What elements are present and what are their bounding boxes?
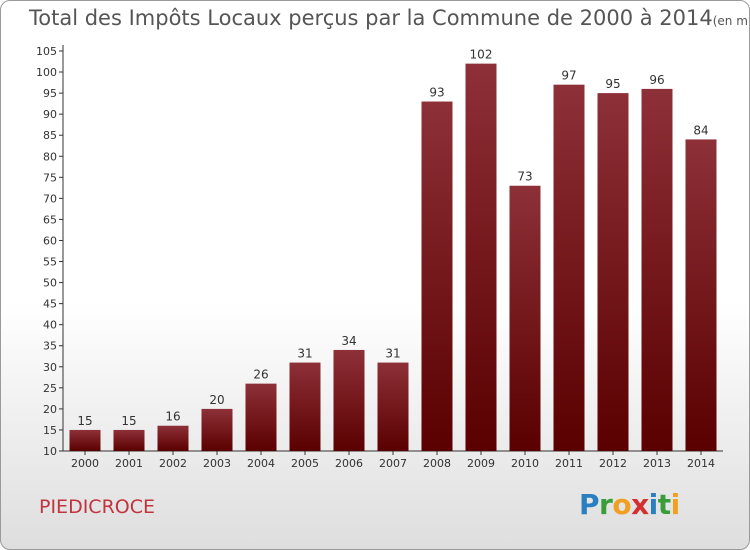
chart-title-text: Total des Impôts Locaux perçus par la Co… <box>29 6 713 30</box>
y-tick-label: 80 <box>43 150 57 163</box>
bar-value-label: 26 <box>253 368 268 382</box>
x-tick-label: 2008 <box>423 457 451 470</box>
y-tick-label: 90 <box>43 108 57 121</box>
x-tick-label: 2000 <box>71 457 99 470</box>
bar-value-label: 96 <box>649 73 664 87</box>
x-tick-label: 2005 <box>291 457 319 470</box>
x-tick-label: 2010 <box>511 457 539 470</box>
bar-value-label: 15 <box>121 414 136 428</box>
y-tick-label: 100 <box>36 66 57 79</box>
bar-value-label: 20 <box>209 393 224 407</box>
x-tick-label: 2001 <box>115 457 143 470</box>
bar <box>553 84 585 452</box>
bar <box>421 101 453 452</box>
y-tick-label: 45 <box>43 298 57 311</box>
logo-letter: t <box>657 488 671 521</box>
x-tick-label: 2002 <box>159 457 187 470</box>
y-tick-label: 35 <box>43 340 57 353</box>
y-tick-label: 10 <box>43 445 57 458</box>
y-tick-label: 95 <box>43 87 57 100</box>
bar-value-label: 15 <box>77 414 92 428</box>
bar <box>69 429 101 451</box>
bar-value-label: 34 <box>341 334 356 348</box>
y-tick-label: 15 <box>43 424 57 437</box>
commune-name: PIEDICROCE <box>39 496 155 518</box>
bar <box>333 349 365 451</box>
x-tick-label: 2009 <box>467 457 495 470</box>
y-tick-label: 65 <box>43 213 57 226</box>
logo-letter: i <box>648 488 659 521</box>
bar <box>597 93 629 452</box>
y-tick-label: 60 <box>43 234 57 247</box>
y-tick-label: 50 <box>43 277 57 290</box>
y-tick-label: 40 <box>43 319 57 332</box>
y-tick-label: 85 <box>43 129 57 142</box>
logo-letter: o <box>612 488 632 521</box>
x-tick-label: 2012 <box>599 457 627 470</box>
y-tick-label: 25 <box>43 382 57 395</box>
chart-title: Total des Impôts Locaux perçus par la Co… <box>29 6 750 30</box>
y-tick-label: 75 <box>43 171 57 184</box>
bar-value-label: 16 <box>165 410 180 424</box>
logo-letter: x <box>631 488 649 521</box>
x-tick-label: 2004 <box>247 457 275 470</box>
bar <box>157 425 189 451</box>
bar-value-label: 73 <box>517 170 532 184</box>
bar <box>289 362 321 451</box>
chart-unit-note: (en milliers d'€) <box>712 14 750 28</box>
x-tick-label: 2007 <box>379 457 407 470</box>
bar-value-label: 84 <box>693 123 708 137</box>
y-tick-label: 20 <box>43 403 57 416</box>
bar-value-label: 31 <box>297 347 312 361</box>
x-tick-label: 2013 <box>643 457 671 470</box>
bar <box>201 408 233 451</box>
bar <box>113 429 145 451</box>
logo-letter: i <box>670 488 681 521</box>
bar-value-label: 102 <box>470 48 493 62</box>
y-tick-label: 105 <box>36 45 57 58</box>
logo-letter: P <box>579 488 600 521</box>
x-tick-label: 2006 <box>335 457 363 470</box>
proxiti-logo: Proxiti <box>579 488 680 521</box>
bar <box>465 63 497 451</box>
x-tick-label: 2003 <box>203 457 231 470</box>
logo-letter: r <box>599 488 613 521</box>
y-tick-label: 70 <box>43 192 57 205</box>
y-tick-label: 55 <box>43 256 57 269</box>
y-tick-label: 30 <box>43 361 57 374</box>
bar <box>245 383 277 451</box>
bar <box>509 185 541 451</box>
x-tick-label: 2011 <box>555 457 583 470</box>
bar <box>641 88 673 451</box>
bar <box>685 139 717 451</box>
bar-value-label: 93 <box>429 86 444 100</box>
bar-value-label: 95 <box>605 77 620 91</box>
x-tick-label: 2014 <box>687 457 715 470</box>
bar <box>377 362 409 451</box>
bar-value-label: 31 <box>385 347 400 361</box>
bar-value-label: 97 <box>561 69 576 83</box>
